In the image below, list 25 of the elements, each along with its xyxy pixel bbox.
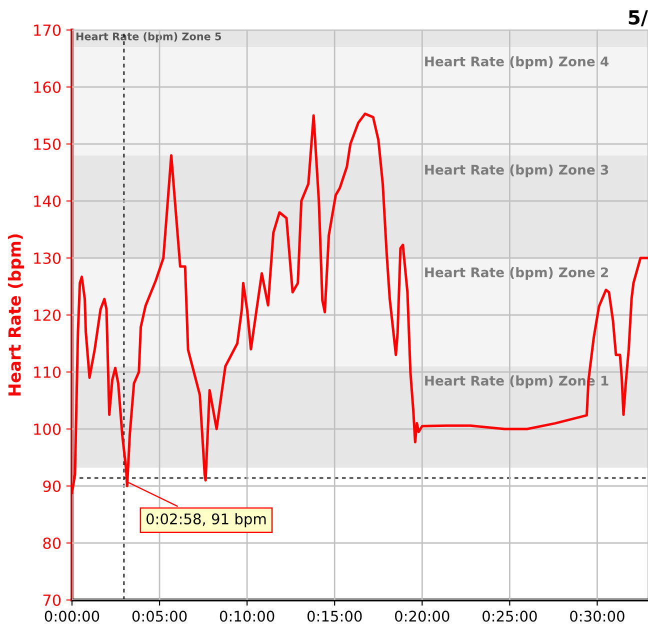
x-tick-label: 0:30:00 (570, 610, 624, 622)
x-tick-label: 0:05:00 (132, 610, 187, 622)
band-label: Heart Rate (bpm) Zone 3 (425, 164, 608, 178)
y-tick-label: 110 (34, 366, 61, 378)
y-tick-label: 160 (34, 81, 61, 94)
annotation: 0:02:58, 91 bpm (146, 513, 266, 528)
y-axis-title: Heart Rate (bpm) (8, 234, 24, 396)
chart-title: 5/ (628, 10, 648, 26)
y-tick-label: 70 (43, 594, 61, 606)
band-label: Heart Rate (bpm) Zone 4 (425, 56, 609, 69)
y-tick-label: 150 (34, 138, 61, 150)
x-tick-label: 0:00:00 (44, 610, 100, 622)
y-tick-label: 100 (34, 423, 61, 436)
band-label: Heart Rate (bpm) Zone 2 (425, 267, 608, 280)
x-tick-label: 0:15:00 (307, 610, 362, 622)
x-tick-label: 0:25:00 (482, 610, 537, 622)
y-tick-label: 130 (34, 252, 61, 264)
x-tick-label: 0:10:00 (220, 610, 274, 622)
x-tick-label: 0:20:00 (395, 610, 450, 622)
y-tick-label: 170 (34, 24, 61, 36)
y-tick-label: 90 (43, 480, 61, 492)
band-label: Heart Rate (bpm) Zone 5 (76, 32, 222, 42)
y-tick-label: 80 (43, 537, 61, 550)
y-tick-label: 140 (34, 195, 61, 208)
y-tick-label: 120 (34, 309, 61, 322)
